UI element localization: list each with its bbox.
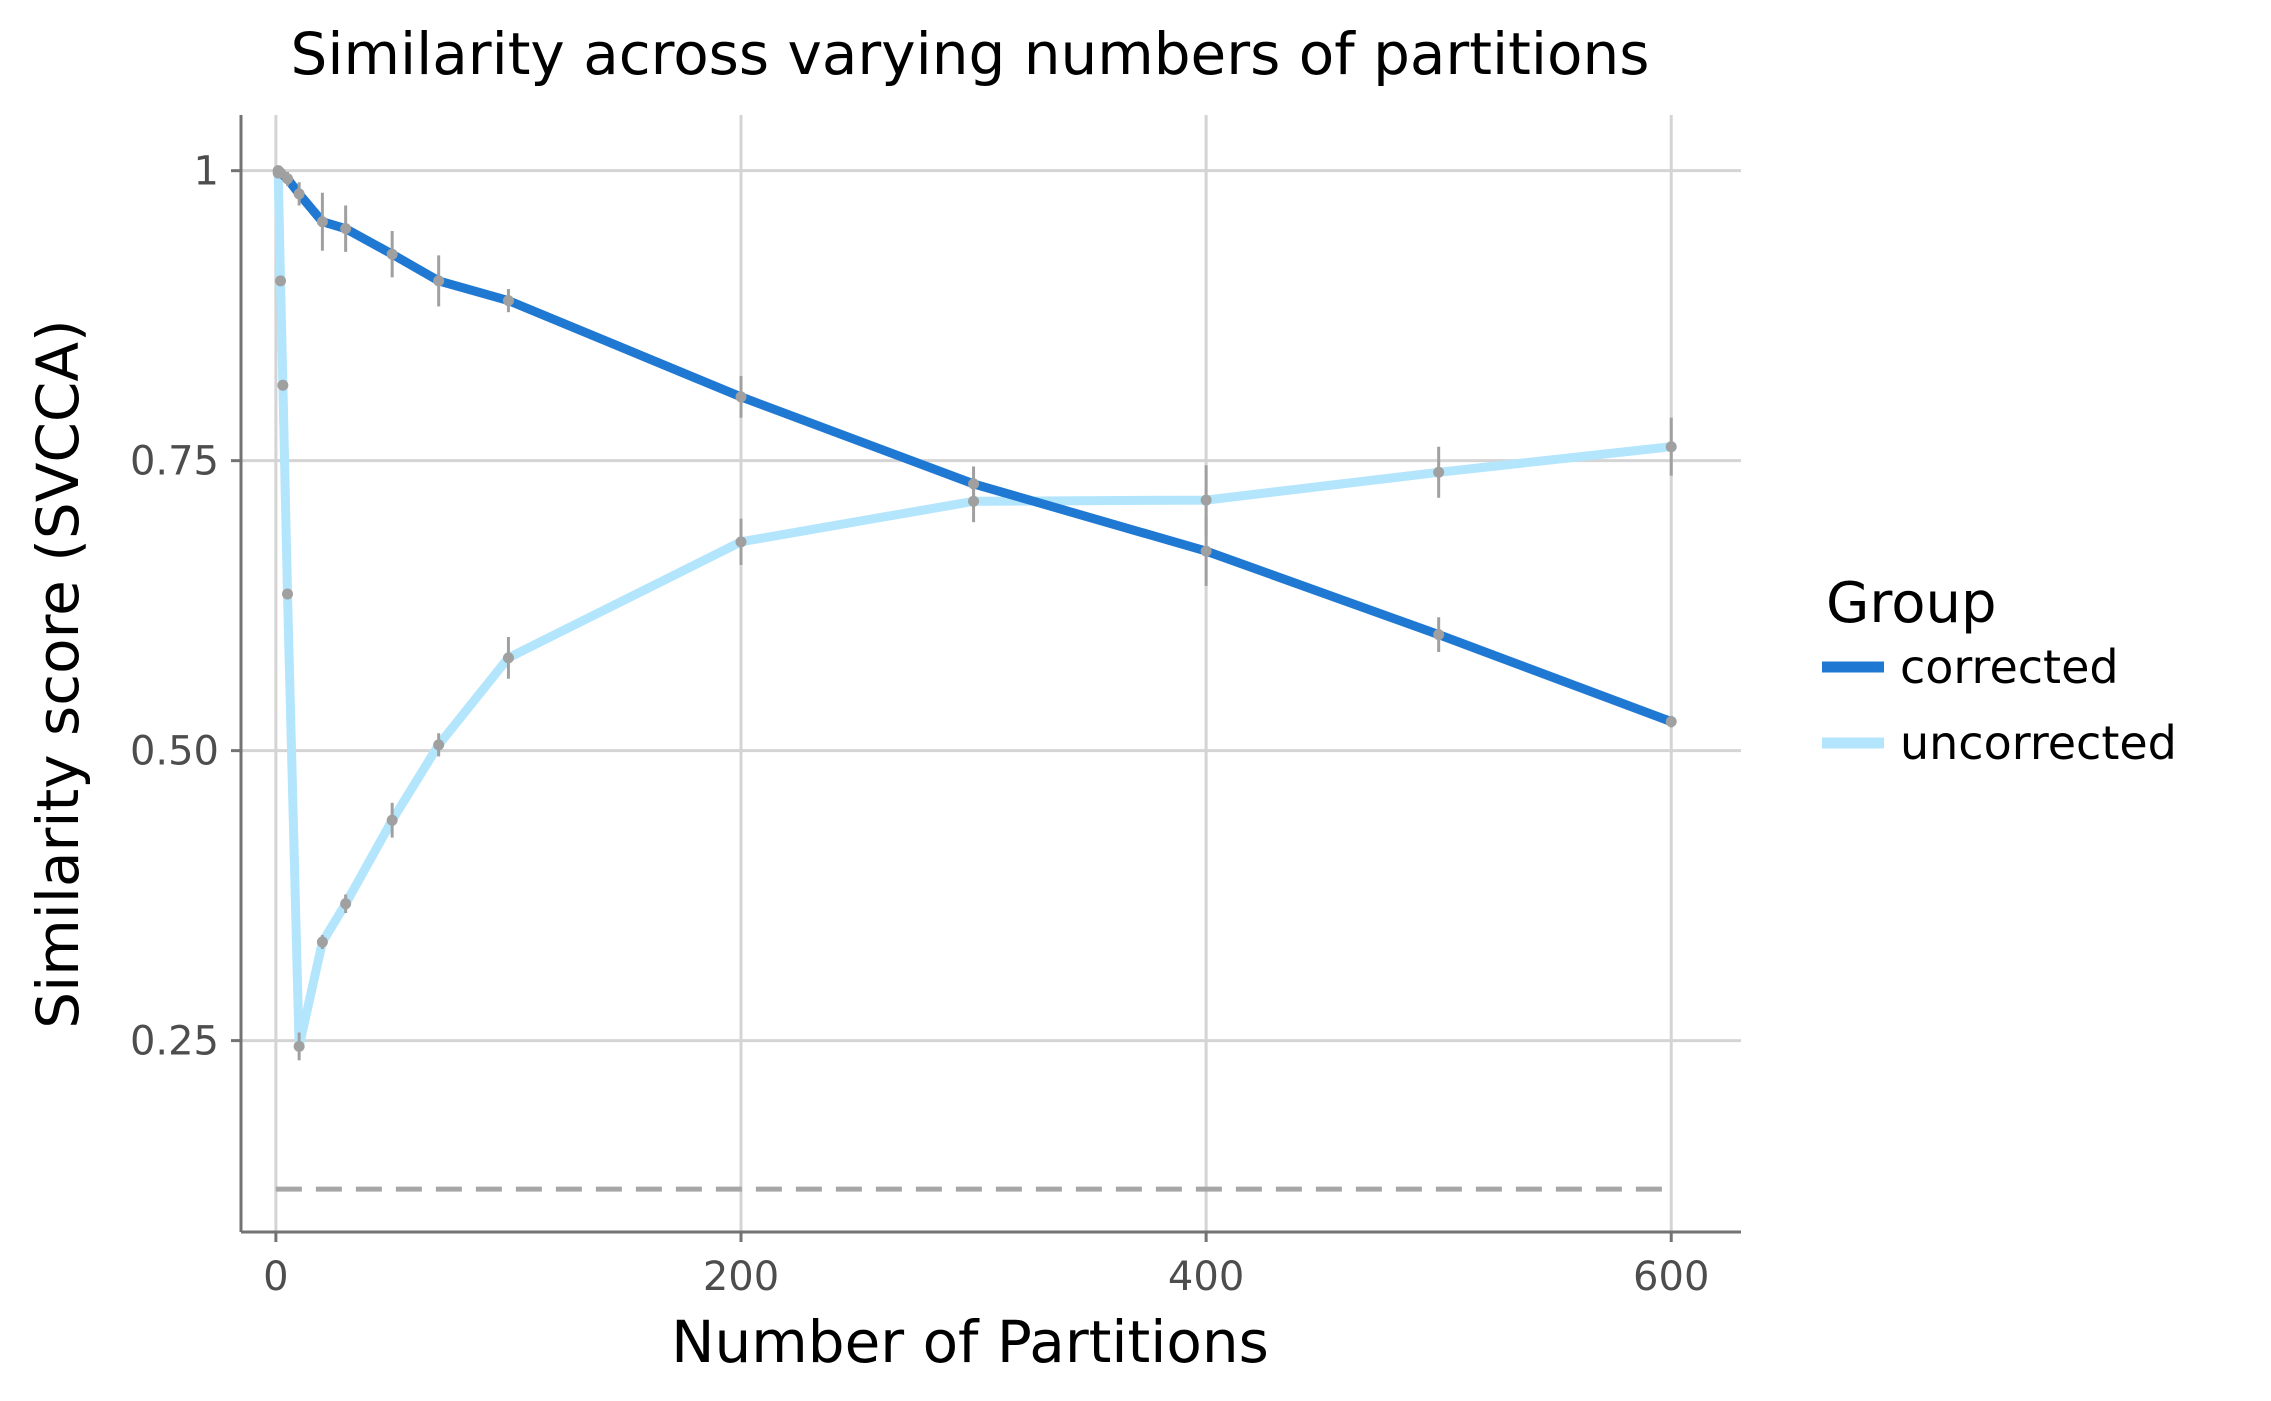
data-point-uncorrected bbox=[968, 495, 980, 507]
data-point-corrected bbox=[386, 248, 398, 260]
y-tick-label: 0.50 bbox=[130, 729, 219, 775]
data-point-corrected bbox=[282, 173, 294, 185]
data-point-uncorrected bbox=[1665, 441, 1677, 453]
y-tick-label: 1 bbox=[194, 149, 219, 195]
y-tick-label: 0.75 bbox=[130, 439, 219, 485]
data-point-uncorrected bbox=[502, 652, 514, 664]
data-point-uncorrected bbox=[293, 1040, 305, 1052]
data-point-uncorrected bbox=[275, 275, 287, 287]
series-layer bbox=[272, 165, 1677, 1061]
grid bbox=[241, 115, 1741, 1232]
data-point-corrected bbox=[293, 188, 305, 200]
data-point-corrected bbox=[433, 275, 445, 287]
series-line-corrected bbox=[273, 166, 1676, 727]
legend: Group corrected uncorrected bbox=[1822, 571, 2177, 770]
y-axis-title: Similarity score (SVCCA) bbox=[24, 319, 92, 1028]
chart-title: Similarity across varying numbers of par… bbox=[291, 20, 1650, 88]
data-point-corrected bbox=[1433, 629, 1445, 641]
data-point-corrected bbox=[316, 216, 328, 228]
data-point-corrected bbox=[1665, 716, 1677, 728]
data-point-uncorrected bbox=[277, 379, 289, 391]
data-point-uncorrected bbox=[1433, 466, 1445, 478]
series-line-uncorrected bbox=[273, 168, 1676, 1051]
legend-label-corrected: corrected bbox=[1900, 640, 2119, 694]
x-axis-title: Number of Partitions bbox=[671, 1308, 1269, 1376]
legend-title: Group bbox=[1826, 571, 1997, 636]
data-point-uncorrected bbox=[316, 936, 328, 948]
data-point-corrected bbox=[1200, 545, 1212, 557]
data-point-uncorrected bbox=[433, 739, 445, 751]
data-point-uncorrected bbox=[386, 814, 398, 826]
axes: 0 200 400 600 0.25 0.50 0.75 1 bbox=[130, 115, 1741, 1300]
data-point-corrected bbox=[502, 295, 514, 307]
data-point-uncorrected bbox=[340, 898, 352, 910]
x-tick-label: 200 bbox=[703, 1254, 779, 1300]
data-point-uncorrected bbox=[1200, 494, 1212, 506]
data-point-corrected bbox=[340, 223, 352, 235]
x-tick-label: 400 bbox=[1168, 1254, 1244, 1300]
data-point-corrected bbox=[735, 391, 747, 403]
x-tick-label: 0 bbox=[263, 1254, 288, 1300]
data-point-uncorrected bbox=[282, 588, 294, 600]
data-point-uncorrected bbox=[735, 536, 747, 548]
legend-label-uncorrected: uncorrected bbox=[1900, 716, 2177, 770]
data-point-uncorrected bbox=[272, 167, 284, 179]
y-tick-label: 0.25 bbox=[130, 1019, 219, 1065]
x-tick-label: 600 bbox=[1633, 1254, 1709, 1300]
